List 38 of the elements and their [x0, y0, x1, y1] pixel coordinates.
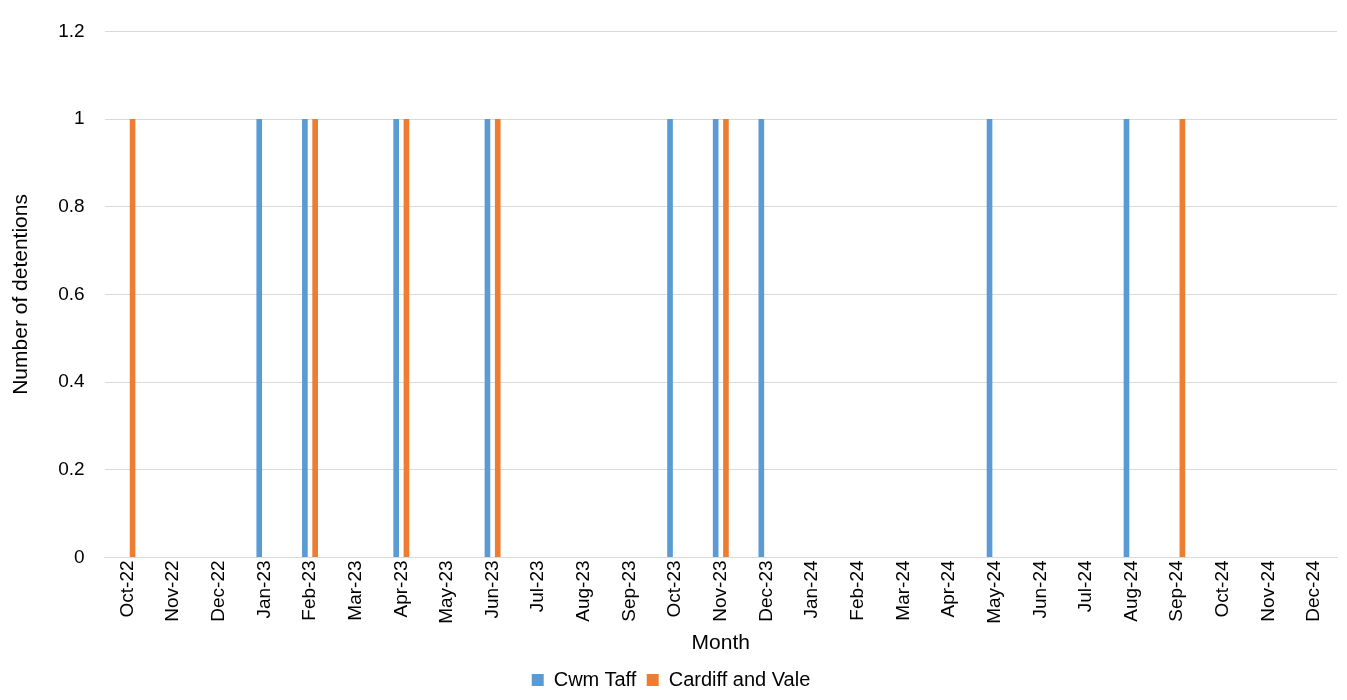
- x-tick-label: Sep-24: [1165, 560, 1187, 622]
- x-tick-label: Aug-23: [572, 560, 594, 622]
- x-tick-label: May-24: [982, 560, 1004, 624]
- x-tick-label: Apr-24: [937, 560, 959, 618]
- x-tick-label: Dec-22: [206, 560, 228, 622]
- x-tick-label: Oct-24: [1211, 560, 1233, 618]
- y-tick-label: 1.2: [58, 19, 85, 41]
- x-tick-label: Oct-22: [115, 560, 137, 618]
- x-tick-label: Jul-23: [526, 560, 548, 613]
- x-tick-label: Mar-23: [343, 560, 365, 621]
- x-tick-label: Feb-24: [845, 560, 867, 621]
- x-tick-label: Jan-23: [252, 560, 274, 619]
- x-tick-label: Nov-22: [161, 560, 183, 622]
- y-tick-label: 0.2: [58, 458, 85, 480]
- x-tick-label: Dec-24: [1302, 560, 1324, 622]
- x-tick-label: Sep-23: [617, 560, 639, 622]
- x-tick-label: Jun-24: [1028, 560, 1050, 619]
- y-tick-label: 0.6: [58, 282, 85, 304]
- y-tick-label: 0: [74, 545, 85, 567]
- y-tick-label: 0.4: [58, 370, 86, 392]
- x-tick-label: Jul-24: [1074, 560, 1096, 613]
- x-tick-label: Apr-23: [389, 560, 411, 618]
- x-tick-label: Feb-23: [298, 560, 320, 621]
- x-tick-label: Jun-23: [480, 560, 502, 619]
- x-tick-label: Nov-23: [709, 560, 731, 622]
- legend-label: Cwm Taff: [553, 667, 637, 690]
- x-tick-label: Nov-24: [1256, 560, 1278, 622]
- x-tick-label: Jan-24: [800, 560, 822, 619]
- x-tick-label: Aug-24: [1119, 560, 1141, 622]
- x-tick-label: Dec-23: [754, 560, 776, 622]
- legend-label: Cardiff and Vale: [668, 667, 811, 690]
- y-tick-label: 0.8: [58, 194, 85, 216]
- x-tick-label: Oct-23: [663, 560, 685, 618]
- y-tick-label: 1: [74, 107, 85, 129]
- x-tick-label: May-23: [435, 560, 457, 624]
- x-axis-title: Month: [691, 630, 750, 654]
- y-axis-title: Number of detentions: [8, 194, 32, 395]
- x-tick-label: Mar-24: [891, 560, 913, 621]
